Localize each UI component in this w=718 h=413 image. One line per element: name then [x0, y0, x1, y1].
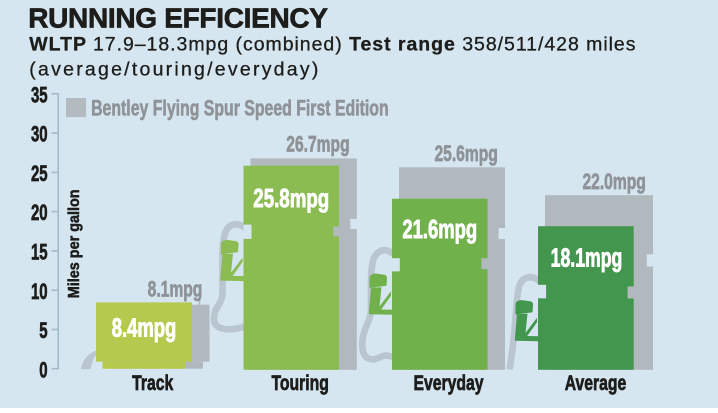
svg-text:20: 20: [31, 200, 48, 225]
svg-text:RUNNING EFFICIENCY: RUNNING EFFICIENCY: [28, 2, 328, 33]
svg-text:25.8mpg: 25.8mpg: [253, 183, 329, 213]
svg-text:0: 0: [39, 357, 47, 382]
svg-text:8.4mpg: 8.4mpg: [112, 313, 177, 342]
svg-text:10: 10: [31, 279, 48, 304]
svg-text:25.6mpg: 25.6mpg: [434, 142, 497, 166]
svg-text:5: 5: [39, 318, 47, 343]
svg-text:Miles per gallon: Miles per gallon: [65, 189, 83, 298]
svg-text:WLTP 17.9–18.3mpg (combined) T: WLTP 17.9–18.3mpg (combined) Test range …: [29, 34, 636, 56]
svg-text:15: 15: [31, 240, 48, 265]
svg-text:35: 35: [31, 83, 48, 108]
svg-text:Everyday: Everyday: [413, 371, 484, 395]
svg-text:22.0mpg: 22.0mpg: [582, 170, 645, 194]
svg-text:18.1mpg: 18.1mpg: [551, 243, 623, 272]
svg-text:21.6mpg: 21.6mpg: [402, 215, 477, 244]
svg-text:Bentley Flying Spur Speed Firs: Bentley Flying Spur Speed First Edition: [91, 97, 389, 121]
svg-text:Touring: Touring: [271, 371, 328, 395]
svg-text:8.1mpg: 8.1mpg: [148, 278, 203, 302]
svg-text:30: 30: [31, 122, 48, 147]
svg-text:Average: Average: [565, 371, 627, 395]
svg-text:25: 25: [31, 161, 48, 186]
svg-text:(average/touring/everyday): (average/touring/everyday): [29, 59, 320, 81]
svg-text:Track: Track: [132, 371, 174, 395]
svg-text:26.7mpg: 26.7mpg: [286, 133, 349, 157]
